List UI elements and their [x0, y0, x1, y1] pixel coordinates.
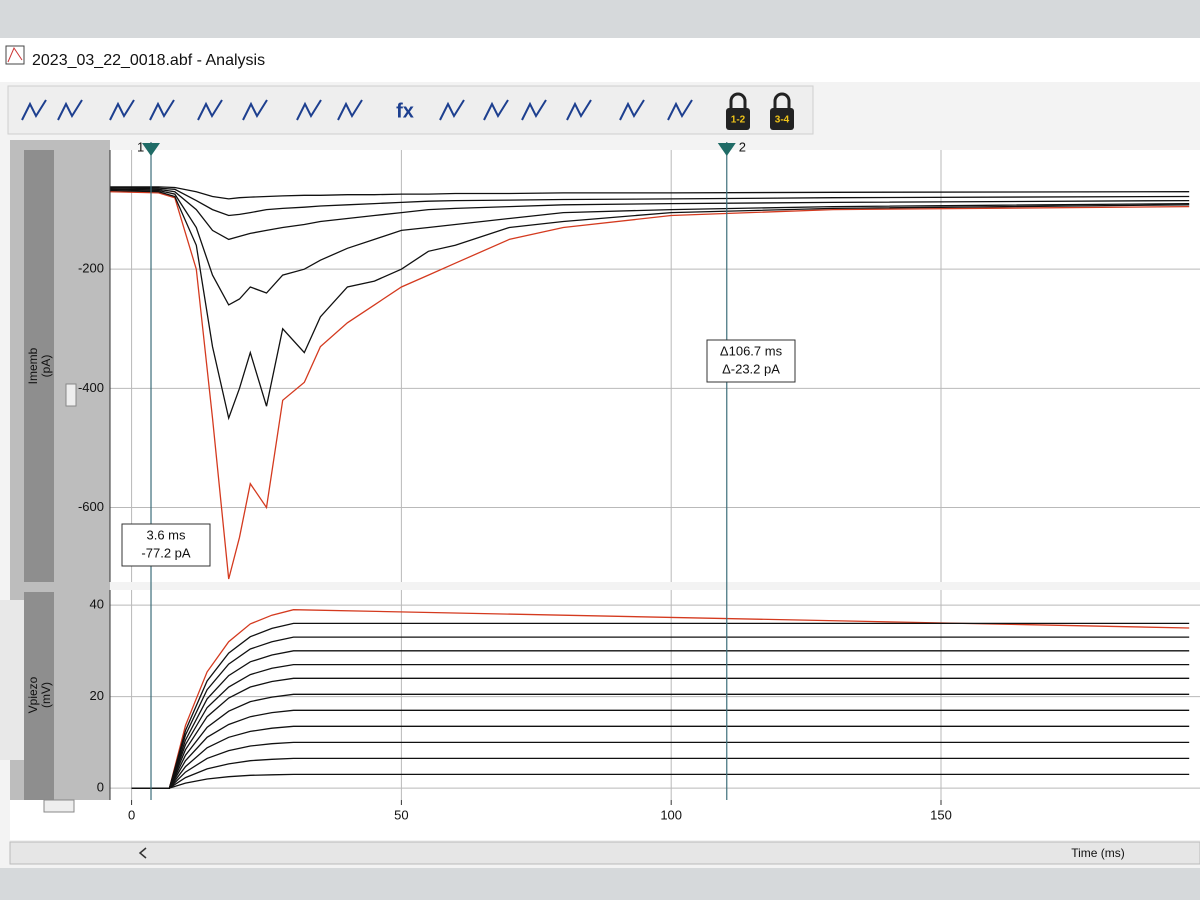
- scrollbar[interactable]: [9, 841, 1200, 865]
- plot-area-bottom: [110, 590, 1200, 800]
- traces: [131, 609, 1190, 789]
- trace: [131, 693, 1190, 789]
- trace: [131, 725, 1190, 789]
- y-axis-label: (pA): [39, 355, 53, 378]
- toolbar-label[interactable]: 3-4: [775, 115, 790, 126]
- toolbar-icon: [197, 99, 223, 121]
- trace: [131, 709, 1190, 789]
- y-tick-label: -200: [78, 261, 104, 276]
- y-tick-label: 20: [90, 688, 104, 703]
- window-title: 2023_03_22_0018.abf - Analysis: [32, 52, 265, 69]
- toolbar-icon: [242, 99, 268, 121]
- trace: [110, 189, 1190, 421]
- x-tick-label: 0: [128, 807, 135, 822]
- y-label-panel: [24, 592, 54, 800]
- toolbar-icon: [337, 99, 363, 121]
- y-axis-label: Vpiezo: [26, 676, 40, 713]
- toolbar-icon: [667, 99, 693, 121]
- side-panel: [0, 600, 24, 760]
- y-tick-label: -600: [78, 499, 104, 514]
- toolbar-icon: [439, 99, 465, 121]
- toolbar-icon: [566, 99, 592, 121]
- lock-icon[interactable]: [726, 108, 750, 130]
- cursor-label: 1: [137, 139, 144, 154]
- y-axis-label: Imemb: [26, 347, 40, 384]
- readout-text: -77.2 pA: [141, 545, 190, 560]
- cursor-readout: [706, 339, 796, 383]
- toolbar-label[interactable]: fx: [396, 100, 414, 122]
- toolbar-icon: [21, 99, 47, 121]
- cursor-readout: [121, 523, 211, 567]
- lock-shackle: [729, 92, 747, 108]
- toolbar-icon: [483, 99, 509, 121]
- y-label-panel: [24, 150, 54, 582]
- readout-text: Δ106.7 ms: [720, 343, 783, 358]
- x-tick-label: 100: [660, 807, 682, 822]
- title-bar: [0, 38, 1200, 82]
- trace: [131, 757, 1190, 789]
- traces: [110, 186, 1190, 580]
- lock-icon[interactable]: [770, 108, 794, 130]
- plot-area-top: [110, 150, 1200, 582]
- lock-shackle: [773, 92, 791, 108]
- trace: [131, 677, 1190, 789]
- y-tick-label: 40: [90, 597, 104, 612]
- toolbar-icon: [109, 99, 135, 121]
- cursor-handle[interactable]: [717, 143, 736, 156]
- readout-text: 3.6 ms: [146, 527, 186, 542]
- x-axis-label: Time (ms): [1071, 846, 1125, 860]
- x-axis-area: [10, 800, 1200, 840]
- y-scale-arrows[interactable]: [65, 383, 77, 407]
- toolbar-icon: [57, 99, 83, 121]
- x-scale-arrows[interactable]: [43, 799, 75, 813]
- x-tick-label: 50: [394, 807, 408, 822]
- trace: [131, 663, 1190, 789]
- y-axis-label: (mV): [39, 682, 53, 708]
- trace: [110, 186, 1190, 217]
- trace: [110, 188, 1190, 306]
- y-tick-label: 0: [97, 780, 104, 795]
- toolbar-icon: [521, 99, 547, 121]
- y-tick-label: -400: [78, 380, 104, 395]
- toolbar-icon: [619, 99, 645, 121]
- trace: [110, 191, 1190, 580]
- trace: [131, 741, 1190, 789]
- toolbar-label[interactable]: 1-2: [731, 115, 746, 126]
- trace: [110, 188, 1190, 241]
- cursor-label: 2: [739, 139, 746, 154]
- x-tick-label: 150: [930, 807, 952, 822]
- toolbar-icon: [149, 99, 175, 121]
- trace: [131, 773, 1190, 789]
- app-icon-glyph: [7, 46, 23, 63]
- readout-text: Δ-23.2 pA: [722, 361, 780, 376]
- app-icon: [5, 45, 25, 65]
- scroll-left[interactable]: [138, 847, 147, 859]
- cursor-handle[interactable]: [142, 143, 161, 156]
- toolbar-icon: [296, 99, 322, 121]
- trace: [110, 186, 1190, 200]
